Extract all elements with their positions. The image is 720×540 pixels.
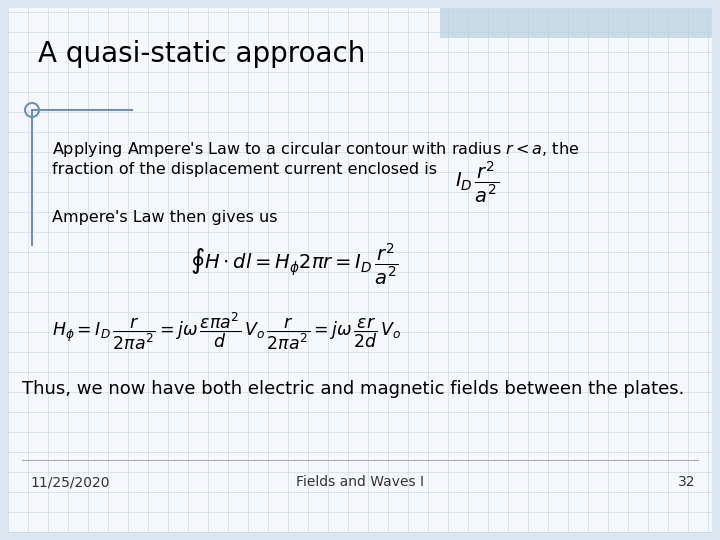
Text: Applying Ampere's Law to a circular contour with radius $r < a$, the: Applying Ampere's Law to a circular cont…	[52, 140, 579, 159]
Text: Ampere's Law then gives us: Ampere's Law then gives us	[52, 210, 277, 225]
Text: $\oint H \cdot dl = H_\phi 2\pi r = I_D\,\dfrac{r^2}{a^2}$: $\oint H \cdot dl = H_\phi 2\pi r = I_D\…	[190, 242, 399, 287]
Text: 32: 32	[678, 475, 695, 489]
Text: Fields and Waves I: Fields and Waves I	[296, 475, 424, 489]
Text: fraction of the displacement current enclosed is: fraction of the displacement current enc…	[52, 162, 437, 177]
Text: A quasi-static approach: A quasi-static approach	[38, 40, 365, 68]
Bar	[440, 8, 712, 38]
Text: $H_\phi = I_D\,\dfrac{r}{2\pi a^2} = j\omega\,\dfrac{\varepsilon\pi a^2}{d}\,V_o: $H_\phi = I_D\,\dfrac{r}{2\pi a^2} = j\o…	[52, 310, 402, 352]
Text: 11/25/2020: 11/25/2020	[30, 475, 109, 489]
Text: $I_D\,\dfrac{r^2}{a^2}$: $I_D\,\dfrac{r^2}{a^2}$	[455, 160, 499, 206]
Text: Thus, we now have both electric and magnetic fields between the plates.: Thus, we now have both electric and magn…	[22, 380, 685, 398]
